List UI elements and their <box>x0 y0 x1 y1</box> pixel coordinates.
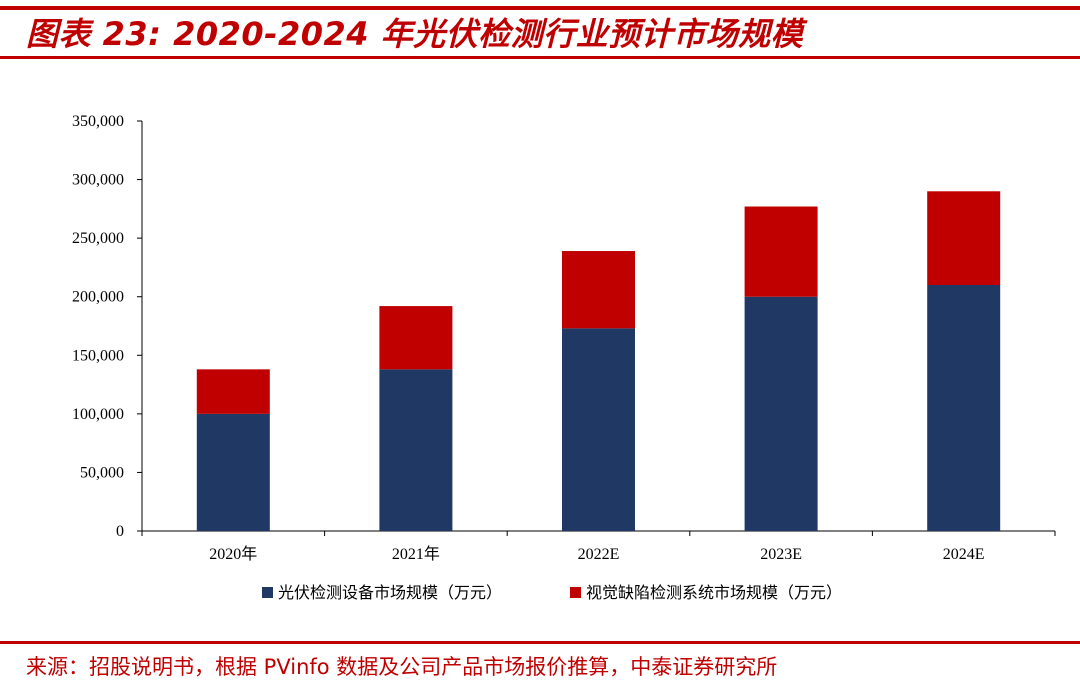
axis-layer: 0 50,000 100,000 150,000 200,000 250,000 300,0… <box>72 113 1056 563</box>
bar-visual-inspection <box>744 206 818 297</box>
y-tick-label: 50,000 <box>80 464 124 481</box>
y-tick-label: 250,000 <box>72 230 124 247</box>
bar-visual-inspection <box>379 306 453 370</box>
title-rule <box>0 56 1080 59</box>
x-tick-label: 2022E <box>578 546 620 563</box>
legend-label: 视觉缺陷检测系统市场规模（万元） <box>586 583 842 602</box>
bar-equipment <box>379 369 453 531</box>
bar-visual-inspection <box>927 191 1001 285</box>
bar-equipment <box>744 296 818 531</box>
bar-visual-inspection <box>562 251 635 329</box>
y-tick-label: 200,000 <box>72 289 124 306</box>
x-tick-label: 2023E <box>760 546 802 563</box>
x-tick-label: 2021年 <box>392 545 440 563</box>
stacked-bar-chart: 0 50,000 100,000 150,000 200,000 250,000 300,0… <box>72 113 1056 602</box>
top-rule <box>0 6 1080 10</box>
source-note: 来源：招股说明书，根据 PVinfo 数据及公司产品市场报价推算，中泰证券研究所 <box>26 655 778 679</box>
page-title: 图表 23: 2020-2024 年光伏检测行业预计市场规模 <box>26 15 804 53</box>
bar-visual-inspection <box>196 369 270 414</box>
bar-equipment <box>196 413 270 531</box>
y-tick-label: 0 <box>116 523 124 540</box>
y-tick-label: 300,000 <box>72 172 124 189</box>
bars-layer <box>196 191 1001 531</box>
legend: 光伏检测设备市场规模（万元） 视觉缺陷检测系统市场规模（万元） <box>262 583 842 602</box>
bar-equipment <box>927 285 1001 531</box>
legend-label: 光伏检测设备市场规模（万元） <box>278 583 502 602</box>
legend-swatch <box>262 587 273 598</box>
y-tick-label: 350,000 <box>72 113 124 130</box>
legend-swatch <box>570 587 581 598</box>
y-tick-label: 100,000 <box>72 406 124 423</box>
x-tick-label: 2024E <box>943 546 985 563</box>
x-tick-label: 2020年 <box>209 545 257 563</box>
bar-equipment <box>562 328 635 531</box>
y-tick-label: 150,000 <box>72 347 124 364</box>
bottom-rule <box>0 641 1080 644</box>
